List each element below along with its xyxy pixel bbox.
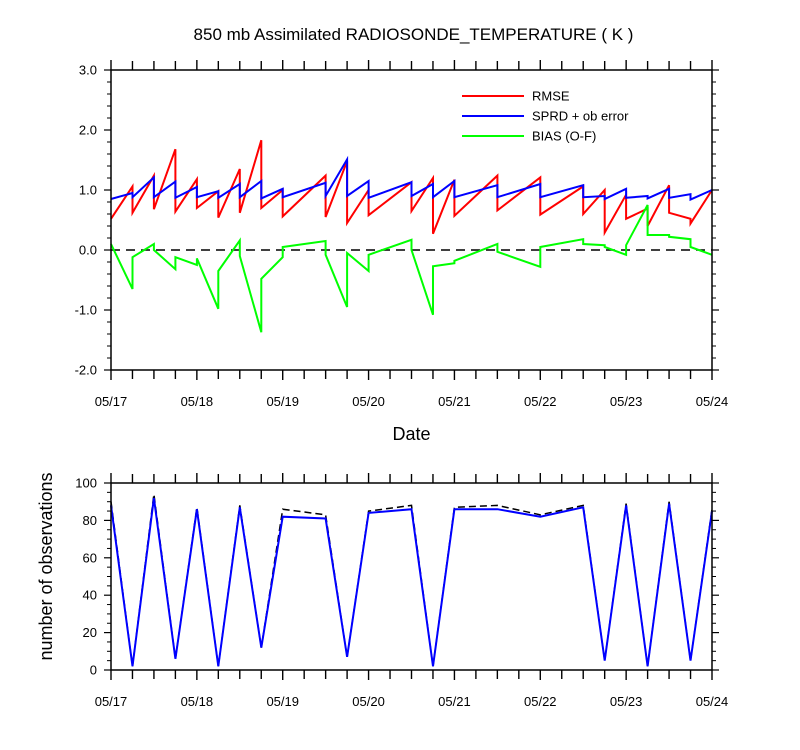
x-tick-label: 05/19 [266,694,299,709]
y-tick-label: 0.0 [79,243,97,258]
y-tick-label: 80 [83,513,97,528]
y-tick-label: 2.0 [79,123,97,138]
x-tick-label: 05/21 [438,694,471,709]
legend-label-2: SPRD + ob error [532,109,629,124]
y-tick-label: 40 [83,588,97,603]
chart-panel-1: 850 mb Assimilated RADIOSONDE_TEMPERATUR… [75,25,729,444]
x-tick-label: 05/20 [352,694,385,709]
x-tick-label: 05/24 [696,394,729,409]
x-tick-label: 05/22 [524,694,557,709]
y-tick-label: 3.0 [79,63,97,78]
y-tick-label: 60 [83,550,97,565]
legend-label-1: RMSE [532,89,570,104]
y-tick-label: -1.0 [75,303,97,318]
series-line-bias-o-f [110,204,713,333]
x-tick-label: 05/17 [95,694,128,709]
x-tick-label: 05/19 [266,394,299,409]
x-tick-label: 05/22 [524,394,557,409]
series-line-sprd-ob-error [110,155,713,202]
chart-title: 850 mb Assimilated RADIOSONDE_TEMPERATUR… [194,25,634,44]
x-tick-label: 05/17 [95,394,128,409]
x-tick-label: 05/23 [610,694,643,709]
y-tick-label: 0 [90,663,97,678]
x-axis-title: Date [392,424,430,444]
x-tick-label: 05/18 [181,694,214,709]
x-tick-label: 05/18 [181,394,214,409]
legend-label-3: BIAS (O-F) [532,129,596,144]
x-tick-label: 05/24 [696,694,729,709]
x-tick-label: 05/23 [610,394,643,409]
series-line-possible-observations [110,494,713,667]
y-tick-label: 1.0 [79,183,97,198]
chart-panel-2: 0 20 40 60 80 100 05/17 05/18 05/19 05/20 05/21 05/… [36,472,728,709]
y-tick-label: 20 [83,625,97,640]
chart-legend: RMSE SPRD + ob error BIAS (O-F) [462,89,629,144]
y-tick-label: -2.0 [75,363,97,378]
x-tick-label: 05/21 [438,394,471,409]
y-tick-label: 100 [75,476,97,491]
series-line-used-observations [110,497,713,667]
y-axis-title: number of observations [36,472,56,660]
x-tick-label: 05/20 [352,394,385,409]
